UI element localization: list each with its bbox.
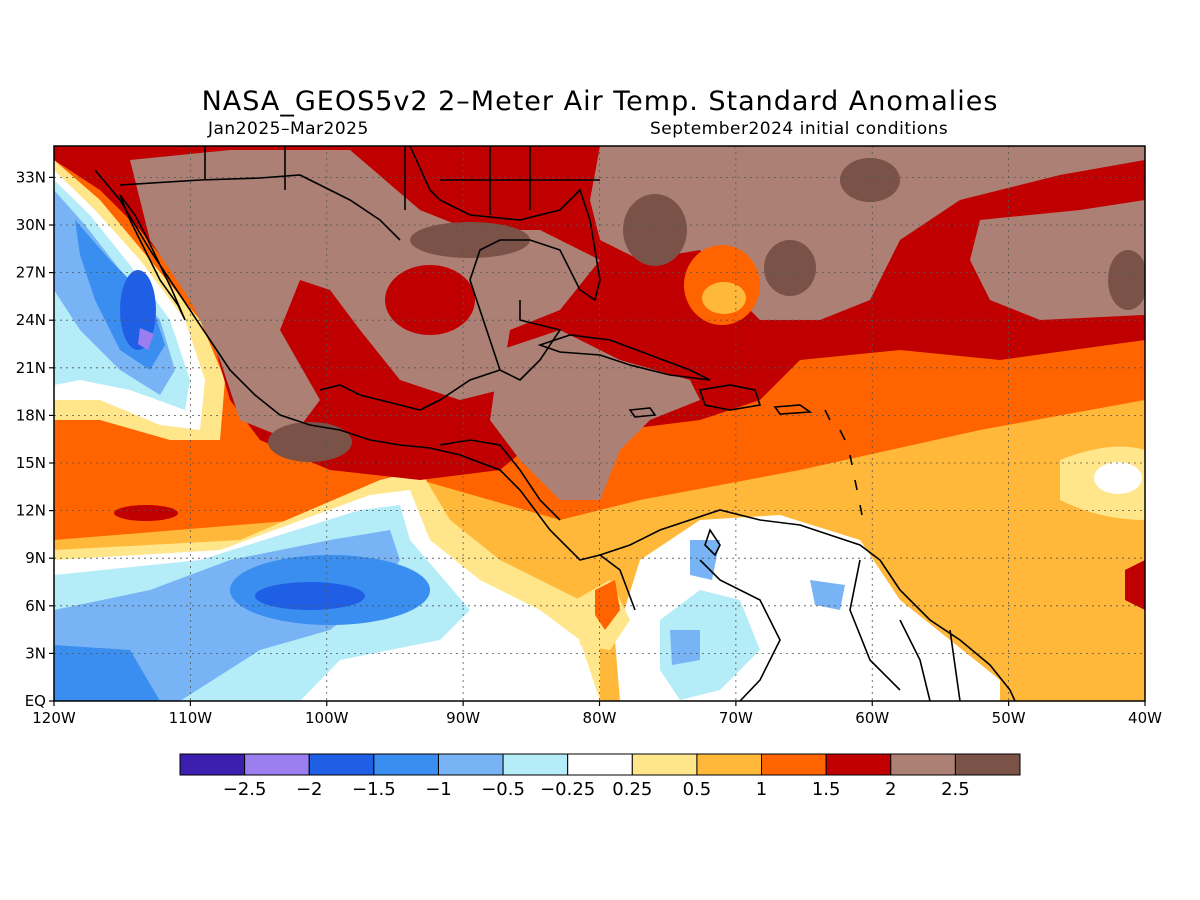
anomaly-field [54, 146, 1145, 701]
coast-jamaica [628, 407, 657, 418]
colorbar-label: 0.5 [683, 779, 712, 800]
field-red-12n-spot [114, 505, 178, 521]
field-dark-brown-2 [840, 158, 900, 202]
colorbar-swatch [437, 753, 504, 776]
colorbar-swatch [954, 753, 1021, 776]
field-darkblue-baja [120, 270, 156, 350]
colorbar-swatch [567, 753, 633, 776]
lat-tick-label: 21N [16, 359, 46, 377]
lat-tick-label: 24N [16, 311, 46, 329]
colorbar-label: −1 [425, 779, 452, 800]
field-brown-atlantic-east [970, 200, 1145, 320]
border-guyana-suriname [899, 619, 931, 701]
lat-tick-label: 9N [25, 549, 46, 567]
colorbar-label: −2 [296, 779, 323, 800]
colorbar-swatch [696, 753, 763, 776]
colorbar: −2.5 −2 −1.5 −1 −0.5 −0.25 0.25 0.5 1 1.5 2 2.5 [179, 753, 1021, 800]
border-us-states [204, 146, 600, 215]
colorbar-swatch [631, 753, 698, 776]
forecast-period: Jan2025–Mar2025 [208, 119, 369, 139]
field-white-east [1094, 462, 1142, 494]
lat-tick-label: 12N [16, 502, 46, 520]
colorbar-label: 1.5 [812, 779, 841, 800]
colorbar-label: 0.25 [612, 779, 652, 800]
map-title: NASA_GEOS5v2 2–Meter Air Temp. Standard … [201, 86, 999, 117]
coast-gulf [409, 146, 601, 381]
field-blue-southamerica-3 [670, 630, 700, 665]
colorbar-label: 2 [885, 779, 896, 800]
border-colombia-venezuela [699, 559, 781, 701]
lat-tick-label: 6N [25, 597, 46, 615]
lon-tick-label: 100W [305, 709, 349, 727]
field-red-east-edge [1125, 560, 1145, 610]
lon-tick-label: 110W [169, 709, 213, 727]
colorbar-swatch [890, 753, 956, 776]
colorbar-label: 2.5 [941, 779, 970, 800]
colorbar-swatch [825, 753, 892, 776]
field-dark-brown-5 [1108, 250, 1145, 310]
border-central-america [439, 439, 561, 521]
lat-tick-label: 15N [16, 454, 46, 472]
colorbar-label: −0.5 [481, 779, 525, 800]
lon-tick-label: 70W [719, 709, 753, 727]
latitude-axis: 33N 30N 27N 24N 21N 18N 15N 12N 9N 6N 3N EQ [16, 168, 54, 710]
lon-tick-label: 90W [446, 709, 480, 727]
coast-lake-maracaibo [704, 528, 721, 557]
field-dark-brown-3 [764, 240, 816, 296]
lat-tick-label: EQ [25, 692, 46, 710]
colorbar-swatch [373, 753, 439, 776]
lon-tick-label: 120W [32, 709, 76, 727]
coast-yucatan [319, 369, 501, 411]
gridlines [54, 146, 1145, 701]
coast-northern-south-america [599, 509, 1016, 701]
lat-tick-label: 33N [16, 168, 46, 186]
field-dark-brown-1 [623, 194, 687, 266]
border-suriname-guiana [949, 629, 961, 701]
field-lightblue-southamerica [660, 590, 760, 700]
field-orange-colombia [595, 580, 620, 630]
lon-tick-label: 80W [583, 709, 617, 727]
lon-tick-label: 40W [1128, 709, 1162, 727]
colorbar-swatch [179, 753, 246, 776]
colorbar-label: 1 [756, 779, 767, 800]
colorbar-label: −1.5 [352, 779, 396, 800]
colorbar-swatch [244, 753, 310, 776]
colorbar-label: −2.5 [223, 779, 267, 800]
colorbar-swatch [761, 753, 827, 776]
colorbar-swatch [308, 753, 375, 776]
field-blue-southamerica-2 [810, 580, 845, 610]
initial-conditions: September2024 initial conditions [650, 119, 949, 139]
colorbar-label: −0.25 [540, 779, 595, 800]
colorbar-swatch [502, 753, 569, 776]
border-us-mexico [119, 174, 401, 241]
field-violet-baja [138, 328, 154, 350]
lon-tick-label: 60W [855, 709, 889, 727]
field-dark-brown-4 [268, 422, 352, 462]
coast-hispaniola [698, 384, 762, 411]
field-lightorange-spot [702, 282, 746, 314]
field-midblue-southwest [54, 645, 160, 701]
coast-puerto-rico [773, 404, 813, 415]
lat-tick-label: 18N [16, 406, 46, 424]
lon-tick-label: 50W [992, 709, 1026, 727]
coast-cuba [537, 334, 711, 381]
coast-lesser-antilles [824, 409, 863, 516]
longitude-axis: 120W 110W 100W 90W 80W 70W 60W 50W 40W [32, 701, 1162, 727]
lat-tick-label: 27N [16, 264, 46, 282]
coast-pacific-mexico [94, 169, 636, 611]
lat-tick-label: 3N [25, 644, 46, 662]
field-blue-southamerica-1 [690, 540, 720, 580]
field-red-gulf-spot [385, 265, 475, 335]
coastlines [94, 146, 1016, 701]
border-venezuela-guyana [849, 559, 901, 691]
field-darkblue-pacific [255, 582, 365, 610]
field-dark-brown-6 [410, 222, 530, 258]
coast-baja [119, 194, 186, 321]
lat-tick-label: 30N [16, 216, 46, 234]
